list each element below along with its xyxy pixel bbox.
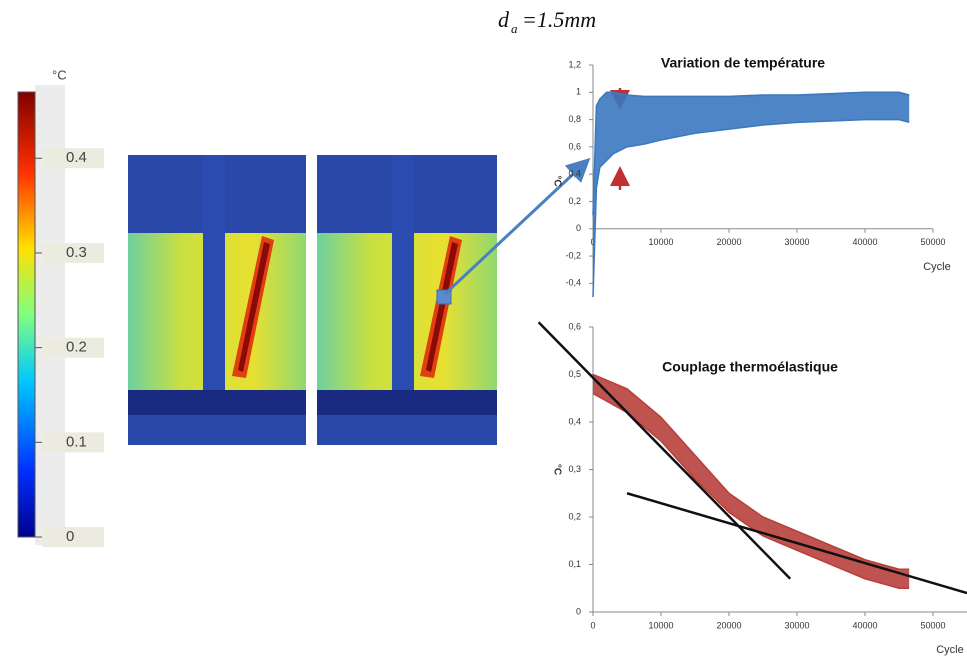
formula-symbol: d xyxy=(498,7,510,32)
y-tick-label: 0,2 xyxy=(568,196,581,206)
band-edge xyxy=(592,392,910,589)
x-tick-label: 50000 xyxy=(920,620,945,630)
x-tick-label: 50000 xyxy=(920,237,945,247)
colorbar-tick-label: 0.4 xyxy=(66,149,87,166)
x-tick-label: 0 xyxy=(590,620,595,630)
y-tick-label: -0,2 xyxy=(565,250,581,260)
colorbar-label-box xyxy=(42,527,104,547)
y-axis-label: °C xyxy=(551,175,562,186)
y-tick-label: 0,1 xyxy=(568,559,581,569)
x-tick-label: 40000 xyxy=(852,237,877,247)
x-axis-label: Cycle xyxy=(936,644,964,656)
y-tick-label: 0,5 xyxy=(568,369,581,379)
colorbar-tick-label: 0 xyxy=(66,528,74,545)
x-tick-label: 40000 xyxy=(852,620,877,630)
colorbar-label-box xyxy=(42,432,104,453)
formula-value: =1.5mm xyxy=(522,7,596,32)
x-tick-label: 20000 xyxy=(716,620,741,630)
chart-title: Couplage thermoélastique xyxy=(662,359,838,375)
thermal-image xyxy=(128,155,306,445)
colorbar xyxy=(17,91,36,538)
y-tick-label: 0 xyxy=(576,223,581,233)
y-tick-label: 0,4 xyxy=(568,169,581,179)
colorbar-label-box xyxy=(42,148,104,169)
thermal-image xyxy=(317,155,497,445)
y-tick-label: 1 xyxy=(576,87,581,97)
chart-title: Variation de température xyxy=(661,55,825,71)
x-axis-label: Cycle xyxy=(923,261,951,273)
formula-subscript: a xyxy=(511,21,518,36)
y-tick-label: 0 xyxy=(576,606,581,616)
y-tick-label: 0,6 xyxy=(568,321,581,331)
y-tick-label: 0,3 xyxy=(568,464,581,474)
x-tick-label: 30000 xyxy=(784,620,809,630)
trend-line xyxy=(626,492,967,595)
colorbar-label-box xyxy=(42,242,104,263)
x-tick-label: 10000 xyxy=(648,620,673,630)
y-tick-label: 0,2 xyxy=(568,511,581,521)
y-tick-label: 0,8 xyxy=(568,114,581,124)
x-tick-label: 30000 xyxy=(784,237,809,247)
band-fill xyxy=(593,374,910,589)
band-edge xyxy=(592,373,910,570)
band-fill xyxy=(593,92,910,297)
probe-arrow xyxy=(443,157,591,296)
x-tick-label: 20000 xyxy=(716,237,741,247)
colorbar-tick-label: 0.1 xyxy=(66,433,87,450)
y-tick-label: 0,6 xyxy=(568,141,581,151)
colorbar-tick-label: 0.2 xyxy=(66,339,87,356)
y-tick-label: -0,4 xyxy=(565,278,581,288)
y-tick-label: 1,2 xyxy=(568,59,581,69)
colorbar-tick-label: 0.3 xyxy=(66,244,87,261)
colorbar-unit: °C xyxy=(52,67,67,82)
band-edge xyxy=(592,118,910,298)
band-edge xyxy=(592,91,910,216)
y-tick-label: 0,4 xyxy=(568,416,581,426)
thermal-images xyxy=(128,88,630,445)
trend-line xyxy=(537,321,792,580)
x-tick-label: 10000 xyxy=(648,237,673,247)
y-axis-label: °C xyxy=(551,464,562,475)
colorbar-label-box xyxy=(42,337,104,358)
